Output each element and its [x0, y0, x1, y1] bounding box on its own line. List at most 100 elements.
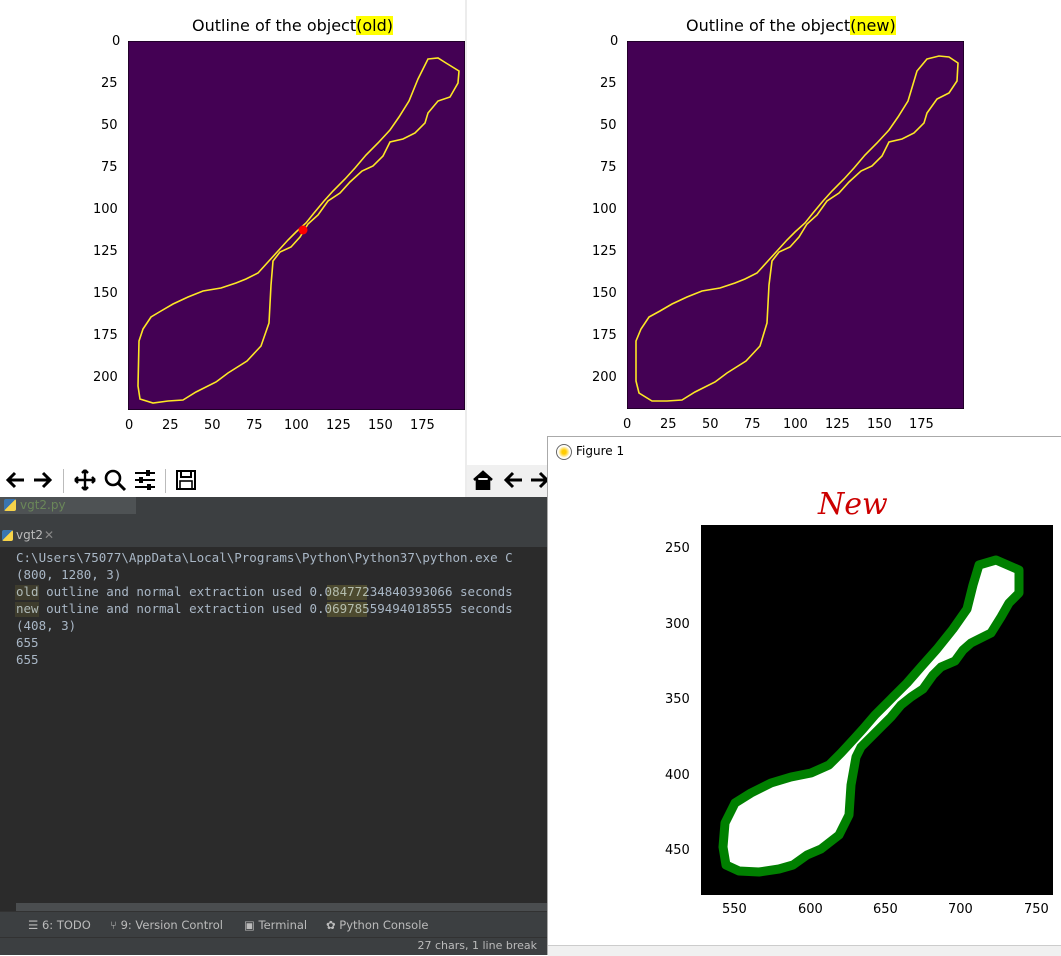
left-xtick: 100: [284, 418, 309, 433]
figure1-xtick: 550: [722, 902, 747, 917]
right-ytick: 75: [600, 160, 617, 175]
console-line: (800, 1280, 3): [16, 567, 122, 582]
figure1-ytick: 450: [665, 843, 690, 858]
python-console-icon: ✿: [326, 918, 340, 932]
figure1-xtick: 600: [798, 902, 823, 917]
right-ytick: 0: [610, 34, 619, 49]
ide-panel: vgt2.py vgt2 ✕ C:\Users\75077\AppData\Lo…: [0, 497, 547, 955]
right-plot-title: Outline of the object(new): [686, 16, 896, 35]
zoom-icon[interactable]: [102, 467, 128, 493]
figure1-annotation: New: [818, 487, 888, 522]
left-xtick: 150: [368, 418, 393, 433]
window-divider: [465, 0, 467, 497]
branch-icon: ⑂: [110, 918, 121, 932]
status-text: 27 chars, 1 line break: [417, 939, 538, 952]
figure1-ytick: 400: [665, 768, 690, 783]
toolbar-separator: [165, 469, 166, 493]
left-plot-toolbar: [0, 465, 465, 497]
right-xtick: 25: [660, 417, 677, 432]
tool-python-console[interactable]: ✿ Python Console: [326, 918, 429, 932]
console-horizontal-scrollbar[interactable]: [16, 903, 547, 911]
list-icon: ☰: [28, 918, 42, 932]
console-output: C:\Users\75077\AppData\Local\Programs\Py…: [0, 547, 547, 907]
left-xtick: 125: [326, 418, 351, 433]
figure1-toolbar: [548, 945, 1061, 956]
number-highlight: [327, 602, 367, 617]
left-ytick: 0: [112, 34, 121, 49]
right-plot-title-highlight: (new): [850, 16, 896, 35]
configure-icon[interactable]: [132, 467, 158, 493]
figure1-xtick: 750: [1024, 902, 1049, 917]
back-arrow-icon[interactable]: [2, 467, 28, 493]
toolbar-separator: [63, 469, 64, 493]
left-ytick: 200: [93, 370, 118, 385]
save-icon[interactable]: [173, 467, 199, 493]
status-bar: 27 chars, 1 line break: [0, 937, 547, 955]
right-xtick: 75: [744, 417, 761, 432]
forward-arrow-icon[interactable]: [30, 467, 56, 493]
left-marker: [298, 225, 308, 235]
left-ytick: 125: [93, 244, 118, 259]
run-tab-label: vgt2: [16, 528, 44, 542]
left-ytick: 150: [93, 286, 118, 301]
number-highlight: [327, 585, 367, 600]
matplotlib-icon: [556, 444, 572, 460]
tool-window-strip: ☰ 6: TODO ⑂ 9: Version Control ▣ Termina…: [0, 911, 547, 938]
left-plot-area: [128, 41, 465, 410]
file-tab-label: vgt2.py: [20, 498, 66, 512]
back-arrow-icon[interactable]: [500, 467, 526, 493]
right-ytick: 100: [592, 202, 617, 217]
terminal-icon: ▣: [244, 918, 259, 932]
left-xtick: 0: [125, 418, 134, 433]
python-file-icon: [4, 499, 16, 511]
left-xtick: 75: [246, 418, 263, 433]
right-xtick: 125: [825, 417, 850, 432]
figure1-ytick: 350: [665, 692, 690, 707]
right-xtick: 150: [867, 417, 892, 432]
left-xtick: 175: [410, 418, 435, 433]
home-icon[interactable]: [470, 467, 496, 493]
tool-version-control[interactable]: ⑂ 9: Version Control: [110, 918, 223, 932]
left-xtick: 25: [162, 418, 179, 433]
editor-file-tab[interactable]: vgt2.py: [0, 497, 136, 514]
right-plot-area: [627, 41, 964, 409]
right-xtick: 100: [783, 417, 808, 432]
right-plot-title-prefix: Outline of the object: [686, 16, 851, 35]
tool-terminal[interactable]: ▣ Terminal: [244, 918, 308, 932]
right-ytick: 200: [592, 370, 617, 385]
keyword-highlight: [15, 602, 39, 617]
left-ytick: 50: [101, 118, 118, 133]
left-plot-title-prefix: Outline of the object: [192, 16, 357, 35]
figure1-plot-area: [701, 525, 1053, 895]
left-ytick: 25: [101, 76, 118, 91]
left-xtick: 50: [204, 418, 221, 433]
left-ytick: 100: [93, 202, 118, 217]
close-icon[interactable]: ✕: [44, 528, 55, 542]
right-ytick: 125: [592, 244, 617, 259]
console-line: 655: [16, 652, 39, 667]
tool-todo[interactable]: ☰ 6: TODO: [28, 918, 91, 932]
console-line: C:\Users\75077\AppData\Local\Programs\Py…: [16, 550, 513, 565]
left-plot-title: Outline of the object(old): [192, 16, 393, 35]
right-xtick: 50: [702, 417, 719, 432]
console-line-new: new outline and normal extraction used 0…: [16, 601, 513, 616]
right-ytick: 175: [592, 328, 617, 343]
editor-tabstrip: vgt2.py: [0, 497, 547, 526]
right-xtick: 0: [623, 417, 632, 432]
figure1-ytick: 300: [665, 617, 690, 632]
left-plot-title-highlight: (old): [356, 16, 393, 35]
left-ytick: 75: [101, 160, 118, 175]
right-xtick: 175: [909, 417, 934, 432]
run-tab[interactable]: vgt2 ✕: [0, 525, 547, 547]
figure1-xtick: 700: [948, 902, 973, 917]
figure1-xtick: 650: [873, 902, 898, 917]
right-ytick: 50: [600, 118, 617, 133]
spoon-fill: [718, 555, 1024, 877]
pan-icon[interactable]: [72, 467, 98, 493]
left-ytick: 175: [93, 328, 118, 343]
right-ytick: 150: [592, 286, 617, 301]
right-outline: [635, 55, 959, 402]
figure1-window: Figure 1 New 250 300 350 400 450 550 600…: [547, 436, 1061, 956]
keyword-highlight: [15, 585, 39, 600]
python-run-icon: [2, 530, 13, 541]
